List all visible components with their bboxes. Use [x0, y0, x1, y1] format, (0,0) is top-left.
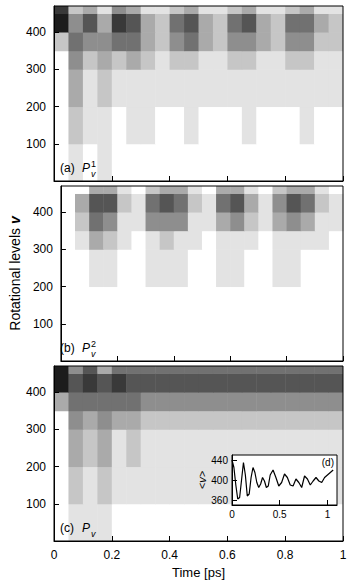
svg-text:(d): (d): [322, 457, 334, 468]
svg-text:v: v: [91, 349, 96, 359]
svg-text:200: 200: [26, 100, 46, 114]
svg-text:(a): (a): [60, 161, 75, 175]
svg-text:2: 2: [91, 339, 96, 349]
svg-text:0.4: 0.4: [161, 548, 178, 562]
svg-text:0.6: 0.6: [219, 548, 236, 562]
svg-text:400: 400: [33, 205, 53, 219]
svg-text:0.8: 0.8: [277, 548, 294, 562]
svg-text:200: 200: [26, 460, 46, 474]
svg-text:P: P: [82, 341, 90, 355]
svg-text:300: 300: [26, 62, 46, 76]
svg-text:P: P: [82, 161, 90, 175]
svg-text:Rotational levels: Rotational levels: [7, 224, 23, 331]
svg-text:<v>: <v>: [196, 470, 208, 489]
svg-text:0: 0: [51, 548, 58, 562]
svg-text:P: P: [82, 521, 90, 535]
svg-text:300: 300: [26, 422, 46, 436]
svg-text:0.2: 0.2: [103, 548, 120, 562]
svg-text:400: 400: [26, 25, 46, 39]
svg-text:100: 100: [26, 497, 46, 511]
svg-text:360: 360: [211, 495, 228, 506]
svg-text:Time [ps]: Time [ps]: [172, 565, 225, 580]
svg-text:300: 300: [33, 242, 53, 256]
svg-text:100: 100: [26, 137, 46, 151]
svg-text:1: 1: [325, 509, 331, 520]
svg-text:0.5: 0.5: [273, 509, 287, 520]
svg-text:400: 400: [26, 385, 46, 399]
svg-text:v: v: [7, 215, 23, 224]
svg-text:200: 200: [33, 280, 53, 294]
svg-text:(b): (b): [60, 341, 75, 355]
svg-text:0: 0: [229, 509, 235, 520]
svg-text:(c): (c): [60, 521, 74, 535]
svg-text:1: 1: [340, 548, 347, 562]
svg-text:1: 1: [91, 159, 96, 169]
svg-text:100: 100: [33, 317, 53, 331]
svg-text:v: v: [91, 169, 96, 179]
svg-text:400: 400: [211, 475, 228, 486]
svg-text:v: v: [91, 529, 96, 539]
svg-text:440: 440: [211, 455, 228, 466]
